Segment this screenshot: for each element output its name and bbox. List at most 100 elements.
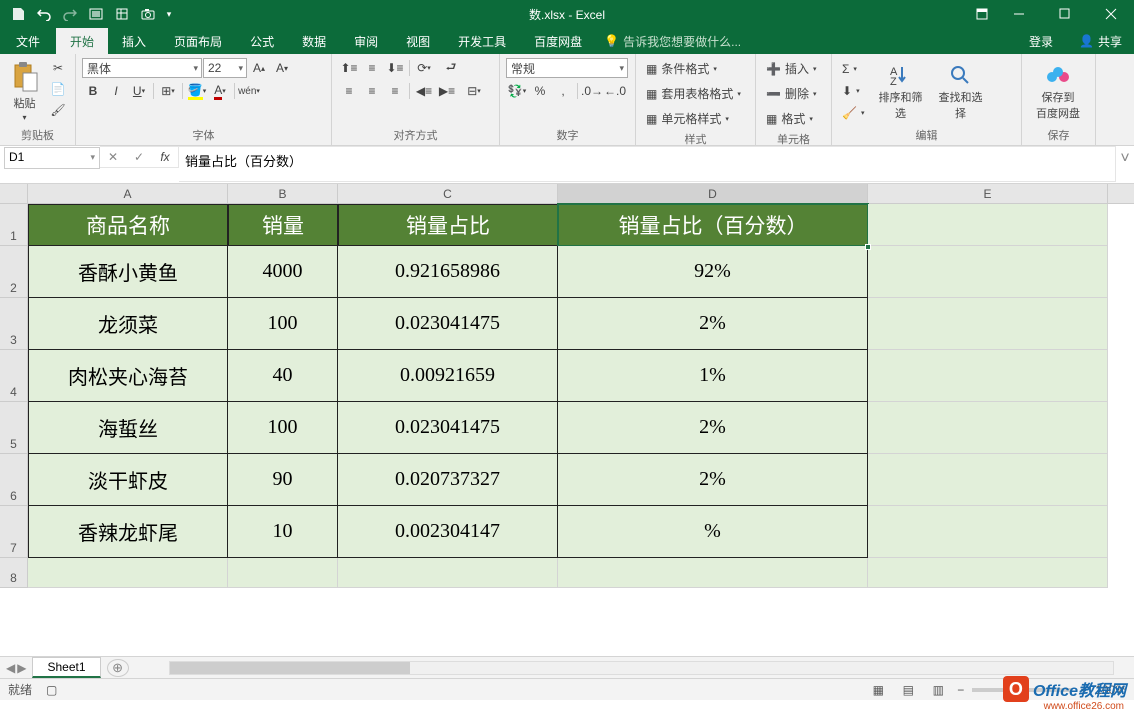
percent-format-icon[interactable]: % bbox=[529, 81, 551, 101]
page-break-view-icon[interactable]: ▥ bbox=[927, 681, 949, 699]
add-sheet-button[interactable]: ⊕ bbox=[107, 659, 129, 677]
format-cells-button[interactable]: ▦格式▾ bbox=[762, 108, 825, 129]
tab-home[interactable]: 开始 bbox=[56, 28, 108, 54]
tab-developer[interactable]: 开发工具 bbox=[444, 28, 520, 54]
cell[interactable]: 0.00921659 bbox=[338, 350, 558, 402]
orientation-icon[interactable]: ⟳▾ bbox=[413, 58, 435, 78]
colhdr-B[interactable]: B bbox=[228, 184, 338, 203]
cell[interactable]: 香辣龙虾尾 bbox=[28, 506, 228, 558]
underline-button[interactable]: U▾ bbox=[128, 81, 150, 101]
sheet-nav[interactable]: ◀▶ bbox=[0, 661, 32, 675]
align-middle-icon[interactable]: ≡ bbox=[361, 58, 383, 78]
login-button[interactable]: 登录 bbox=[1015, 28, 1067, 54]
cell[interactable]: 0.020737327 bbox=[338, 454, 558, 506]
sort-filter-button[interactable]: AZ 排序和筛选 bbox=[872, 58, 928, 125]
tab-baidu[interactable]: 百度网盘 bbox=[520, 28, 596, 54]
cell[interactable] bbox=[868, 204, 1108, 246]
cell[interactable]: 香酥小黄鱼 bbox=[28, 246, 228, 298]
accounting-format-icon[interactable]: 💱▾ bbox=[506, 81, 528, 101]
cell[interactable]: 0.023041475 bbox=[338, 298, 558, 350]
autosum-button[interactable]: Σ▾ bbox=[838, 58, 868, 79]
page-layout-view-icon[interactable]: ▤ bbox=[897, 681, 919, 699]
rowhdr-8[interactable]: 8 bbox=[0, 558, 28, 588]
comma-format-icon[interactable]: , bbox=[552, 81, 574, 101]
fx-icon[interactable]: fx bbox=[152, 147, 178, 167]
colhdr-C[interactable]: C bbox=[338, 184, 558, 203]
cell[interactable]: 100 bbox=[228, 402, 338, 454]
paste-button[interactable]: 粘贴 ▾ bbox=[6, 58, 43, 125]
sheet-tab[interactable]: Sheet1 bbox=[32, 657, 100, 678]
tab-data[interactable]: 数据 bbox=[288, 28, 340, 54]
qat-customize-icon[interactable]: ▾ bbox=[162, 2, 176, 26]
merge-cells-icon[interactable]: ⊟▾ bbox=[459, 81, 489, 101]
font-size-combo[interactable]: 22 bbox=[203, 58, 247, 78]
cell[interactable]: 销量 bbox=[228, 204, 338, 246]
cell[interactable] bbox=[28, 558, 228, 588]
cancel-formula-icon[interactable]: ✕ bbox=[100, 147, 126, 167]
tab-review[interactable]: 审阅 bbox=[340, 28, 392, 54]
cell[interactable] bbox=[868, 402, 1108, 454]
select-all-corner[interactable] bbox=[0, 184, 28, 203]
wrap-text-icon[interactable]: ⮐ bbox=[436, 58, 466, 78]
enter-formula-icon[interactable]: ✓ bbox=[126, 147, 152, 167]
cell[interactable] bbox=[868, 350, 1108, 402]
cell[interactable]: 100 bbox=[228, 298, 338, 350]
cell[interactable]: 销量占比（百分数） bbox=[558, 204, 868, 246]
minimize-button[interactable] bbox=[996, 0, 1042, 28]
colhdr-E[interactable]: E bbox=[868, 184, 1108, 203]
increase-decimal-icon[interactable]: .0→ bbox=[581, 81, 603, 101]
fill-color-button[interactable]: 🪣▾ bbox=[186, 81, 208, 101]
cell[interactable]: 90 bbox=[228, 454, 338, 506]
prev-sheet-icon[interactable]: ◀ bbox=[6, 661, 15, 675]
close-button[interactable] bbox=[1088, 0, 1134, 28]
tab-insert[interactable]: 插入 bbox=[108, 28, 160, 54]
format-painter-icon[interactable]: 🖌 bbox=[47, 100, 69, 120]
cell[interactable] bbox=[868, 246, 1108, 298]
rowhdr-1[interactable]: 1 bbox=[0, 204, 28, 246]
clear-button[interactable]: 🧹▾ bbox=[838, 102, 868, 123]
border-button[interactable]: ⊞▾ bbox=[157, 81, 179, 101]
cell[interactable]: 10 bbox=[228, 506, 338, 558]
cell[interactable] bbox=[868, 454, 1108, 506]
fill-button[interactable]: ⬇▾ bbox=[838, 80, 868, 101]
cell[interactable]: 肉松夹心海苔 bbox=[28, 350, 228, 402]
worksheet-grid[interactable]: A B C D E 1商品名称销量销量占比销量占比（百分数）2香酥小黄鱼4000… bbox=[0, 184, 1134, 656]
horizontal-scrollbar[interactable] bbox=[169, 661, 1114, 675]
cell[interactable] bbox=[868, 558, 1108, 588]
colhdr-A[interactable]: A bbox=[28, 184, 228, 203]
maximize-button[interactable] bbox=[1042, 0, 1088, 28]
tab-layout[interactable]: 页面布局 bbox=[160, 28, 236, 54]
cell[interactable]: 销量占比 bbox=[338, 204, 558, 246]
fill-handle[interactable] bbox=[865, 244, 871, 250]
copy-icon[interactable]: 📄 bbox=[47, 79, 69, 99]
cell[interactable]: 2% bbox=[558, 402, 868, 454]
cell[interactable]: 0.921658986 bbox=[338, 246, 558, 298]
expand-formula-bar-icon[interactable]: ˅ bbox=[1116, 146, 1134, 168]
cell-styles-button[interactable]: ▦单元格样式▾ bbox=[642, 108, 749, 129]
italic-button[interactable]: I bbox=[105, 81, 127, 101]
cell[interactable]: 40 bbox=[228, 350, 338, 402]
format-as-table-button[interactable]: ▦套用表格格式▾ bbox=[642, 83, 749, 104]
camera-icon[interactable] bbox=[136, 2, 160, 26]
tab-view[interactable]: 视图 bbox=[392, 28, 444, 54]
cut-icon[interactable]: ✂ bbox=[47, 58, 69, 78]
decrease-decimal-icon[interactable]: ←.0 bbox=[604, 81, 626, 101]
tab-file[interactable]: 文件 bbox=[0, 28, 56, 54]
cell[interactable]: 92% bbox=[558, 246, 868, 298]
share-button[interactable]: 👤共享 bbox=[1067, 28, 1134, 54]
cell[interactable]: 海蜇丝 bbox=[28, 402, 228, 454]
rowhdr-7[interactable]: 7 bbox=[0, 506, 28, 558]
increase-font-icon[interactable]: A▴ bbox=[248, 58, 270, 78]
rowhdr-4[interactable]: 4 bbox=[0, 350, 28, 402]
cell[interactable] bbox=[868, 506, 1108, 558]
tell-me-search[interactable]: 💡告诉我您想要做什么... bbox=[604, 28, 741, 54]
align-bottom-icon[interactable]: ⬇≡ bbox=[384, 58, 406, 78]
cell[interactable]: 1% bbox=[558, 350, 868, 402]
number-format-combo[interactable]: 常规 bbox=[506, 58, 628, 78]
cell[interactable]: 龙须菜 bbox=[28, 298, 228, 350]
cell[interactable]: 0.002304147 bbox=[338, 506, 558, 558]
decrease-font-icon[interactable]: A▾ bbox=[271, 58, 293, 78]
name-box[interactable]: D1 bbox=[4, 147, 100, 169]
cell[interactable] bbox=[868, 298, 1108, 350]
cell[interactable]: 4000 bbox=[228, 246, 338, 298]
